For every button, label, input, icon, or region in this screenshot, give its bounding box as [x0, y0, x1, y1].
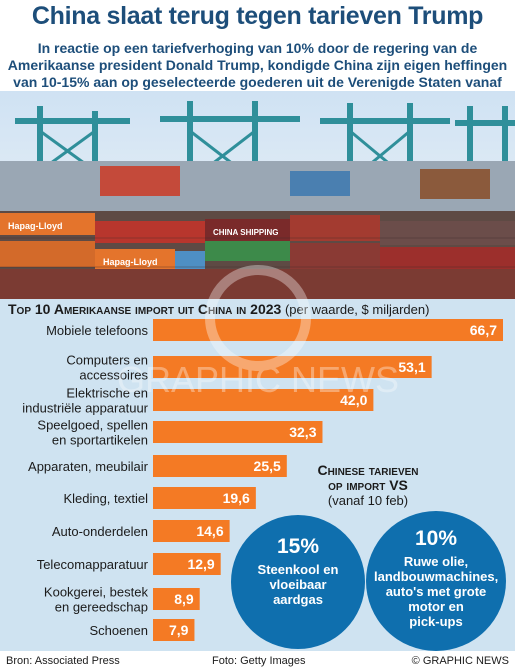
- bar-value-label: 53,1: [398, 359, 425, 375]
- tariff-heading-line2: op import VS: [328, 477, 408, 493]
- category-label: en gereedschap: [55, 600, 148, 615]
- tariff-goods: Steenkool en vloeibaar aardgas: [231, 562, 365, 607]
- bar-value-label: 42,0: [340, 392, 367, 408]
- bar-value-label: 8,9: [174, 591, 194, 607]
- container-port-illustration: Hapag-Lloyd CHINA SHIPPING Hapag-Lloyd: [0, 91, 515, 299]
- tariff-goods-line: Ruwe olie,: [403, 554, 469, 569]
- category-label: Telecomapparatuur: [37, 557, 149, 572]
- bar-value-label: 66,7: [470, 322, 497, 338]
- bar-value-label: 19,6: [223, 490, 250, 506]
- page-title: China slaat terug tegen tarieven Trump: [31, 2, 484, 30]
- bar: [153, 619, 195, 641]
- tariff-goods-line: Steenkool en: [257, 562, 339, 577]
- bar-value-label: 7,9: [169, 622, 189, 638]
- container-label: CHINA SHIPPING: [213, 228, 279, 237]
- container-label: Hapag-Lloyd: [8, 221, 63, 231]
- copyright: © GRAPHIC NEWS: [411, 655, 509, 667]
- category-label: Auto-onderdelen: [52, 524, 148, 539]
- photo-credit: Foto: Getty Images: [212, 655, 306, 667]
- tariff-heading: Chinese tarieven op import VS (vanaf 10 …: [268, 462, 468, 509]
- category-label: Elektrische en: [66, 386, 148, 401]
- bar: [153, 520, 230, 542]
- tariff-rate: 15%: [276, 535, 320, 558]
- category-label: Kleding, textiel: [63, 491, 148, 506]
- category-label: accessoires: [79, 368, 148, 383]
- category-label: Speelgoed, spellen: [37, 418, 148, 433]
- category-label: Apparaten, meubilair: [28, 459, 149, 474]
- bar-value-label: 12,9: [187, 556, 214, 572]
- tariff-goods-line: auto's met grote: [385, 584, 487, 599]
- tariff-goods-line: motor en: [408, 599, 464, 614]
- bar: [153, 319, 503, 341]
- bar: [153, 421, 323, 443]
- chart-title-main: Top 10 Amerikaanse import uit China in 2…: [8, 301, 282, 317]
- tariff-goods-line: pick-ups: [409, 614, 463, 629]
- chart-title-units: (per waarde, $ miljarden): [284, 302, 430, 317]
- tariff-heading-note: (vanaf 10 feb): [327, 493, 409, 508]
- port-photo: Hapag-Lloyd CHINA SHIPPING Hapag-Lloyd: [0, 91, 515, 299]
- bar: [153, 487, 256, 509]
- category-label: en sportartikelen: [52, 433, 148, 448]
- category-label: Computers en: [66, 353, 148, 368]
- bar: [153, 356, 432, 378]
- bar-value-label: 32,3: [289, 424, 316, 440]
- bar-chart: 66,7 Mobiele telefoons 53,1 Computers enacc…: [22, 319, 503, 641]
- category-label: industriële apparatuur: [22, 401, 148, 416]
- chart-title: Top 10 Amerikaanse import uit China in 2…: [8, 301, 429, 317]
- container-label: Hapag-Lloyd: [103, 257, 158, 267]
- bar-value-label: 14,6: [196, 523, 223, 539]
- bar: [153, 553, 221, 575]
- tariff-goods-line: landbouwmachines,: [374, 569, 499, 584]
- category-label: Schoenen: [89, 623, 148, 638]
- bar: [153, 455, 287, 477]
- source-credit: Bron: Associated Press: [6, 655, 120, 667]
- tariff-goods: Ruwe olie, landbouwmachines, auto's met …: [366, 554, 506, 629]
- category-label: Mobiele telefoons: [46, 323, 148, 338]
- bar: [153, 588, 200, 610]
- tariff-rate: 10%: [414, 527, 458, 550]
- tariff-circle-10: 10% Ruwe olie, landbouwmachines, auto's …: [366, 511, 506, 651]
- tariff-goods-line: aardgas: [273, 592, 323, 607]
- tariff-circle-15: 15% Steenkool en vloeibaar aardgas: [231, 515, 365, 649]
- tariff-goods-line: vloeibaar: [269, 577, 327, 592]
- category-label: Kookgerei, bestek: [44, 585, 149, 600]
- tariff-heading-line1: Chinese tarieven: [317, 462, 419, 478]
- bar-value-label: 25,5: [254, 458, 281, 474]
- bar: [153, 389, 374, 411]
